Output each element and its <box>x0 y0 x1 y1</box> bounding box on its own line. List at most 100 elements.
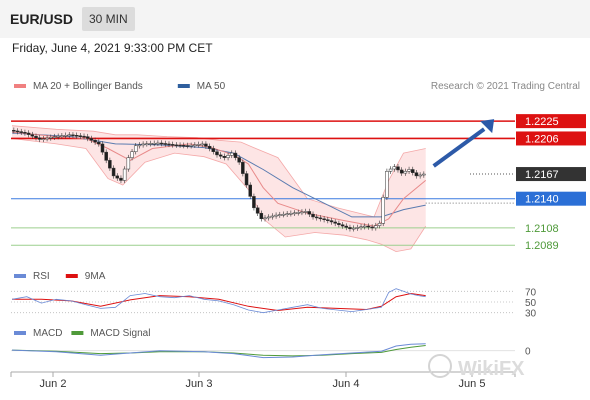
candle-body <box>133 145 138 152</box>
bollinger-band <box>12 125 426 252</box>
ma20-line <box>11 131 427 227</box>
candle-body <box>403 171 408 174</box>
candle-body <box>74 135 79 137</box>
candle-body <box>381 197 385 224</box>
rsi-line <box>11 288 426 314</box>
candle-body <box>93 140 97 143</box>
x-tick-label: Jun 2 <box>40 378 67 390</box>
candle-body <box>34 135 38 139</box>
candle-body <box>233 152 238 158</box>
chart-header: EUR/USD 30 MIN <box>0 0 590 38</box>
candle-body <box>274 214 278 217</box>
projection-arrow-head <box>480 119 495 134</box>
bollinger-lower-line <box>11 138 427 253</box>
candle-body <box>152 143 156 145</box>
candle-body <box>130 151 134 158</box>
candle-body <box>285 213 289 215</box>
x-tick-label: Jun 4 <box>333 378 360 390</box>
candle-body <box>156 142 160 145</box>
candle-body <box>263 217 267 220</box>
candle-body <box>178 144 182 147</box>
candle-body <box>170 144 175 146</box>
watermark-text: WikiFX <box>458 358 525 380</box>
level-label-1.2225: 1.2225 <box>525 116 559 128</box>
level-label-1.2206: 1.2206 <box>525 133 559 145</box>
rsi-legend-label: RSI <box>33 271 50 282</box>
macd-line <box>11 343 426 359</box>
candle-body <box>207 145 212 149</box>
watermark-logo <box>428 354 452 378</box>
candle-body <box>163 143 168 145</box>
candle-body <box>89 138 94 141</box>
candle-body <box>67 134 71 137</box>
candle-body <box>322 218 326 221</box>
candle-body <box>115 175 120 179</box>
candle-body <box>385 171 389 198</box>
candle-body <box>119 177 123 181</box>
candle-body <box>303 211 308 213</box>
candle-body <box>15 130 20 133</box>
candle-body <box>237 157 241 163</box>
timeframe-badge[interactable]: 30 MIN <box>82 7 135 31</box>
candle-body <box>244 173 249 186</box>
rsi-legend-swatch <box>65 274 78 278</box>
candle-body <box>388 168 393 172</box>
rsi-level-label-70: 70 <box>525 287 537 298</box>
candle-body <box>200 143 204 146</box>
candle-body <box>259 213 264 220</box>
candle-body <box>85 136 90 139</box>
price-legend-label: MA 20 + Bollinger Bands <box>33 81 143 92</box>
candle-body <box>145 143 149 145</box>
candle-body <box>52 136 57 138</box>
candle-body <box>193 144 197 147</box>
ma50-line <box>11 132 426 218</box>
bollinger-upper-line <box>11 125 426 218</box>
candle-body <box>108 160 112 169</box>
candle-body <box>326 219 330 221</box>
candle-body <box>215 151 219 156</box>
candle-body <box>159 142 164 145</box>
candle-body <box>60 135 64 137</box>
candle-body <box>414 172 419 177</box>
candle-body <box>329 220 334 223</box>
candle-body <box>344 225 349 228</box>
candle-body <box>407 169 411 172</box>
candle-body <box>307 211 312 215</box>
candle-body <box>377 223 382 226</box>
candle-body <box>111 167 116 177</box>
rsi-ma9-line <box>12 292 426 312</box>
level-tag-1.2140 <box>516 191 586 206</box>
candle-body <box>318 217 323 220</box>
candle-body <box>41 138 46 140</box>
price-legend-label: MA 50 <box>197 81 226 92</box>
candle-body <box>340 224 345 227</box>
rsi-level-label-30: 30 <box>525 309 537 320</box>
candle-body <box>45 137 49 140</box>
candle-body <box>23 132 27 134</box>
credit-text: Research © 2021 Trading Central <box>431 81 580 92</box>
candle-body <box>30 134 35 137</box>
candle-body <box>370 226 374 229</box>
candle-body <box>211 148 216 152</box>
macd-signal-line <box>11 345 426 357</box>
price-legend-swatch <box>177 84 190 88</box>
symbol-label: EUR/USD <box>10 11 74 27</box>
projection-arrow-shaft <box>432 127 486 168</box>
candle-body <box>351 227 356 230</box>
candle-body <box>314 216 319 219</box>
candle-body <box>222 156 227 158</box>
candle-body <box>49 137 53 139</box>
candle-body <box>218 154 223 157</box>
candle-body <box>100 143 105 153</box>
candle-body <box>137 144 142 147</box>
candle-body <box>278 214 282 216</box>
rsi-level-label-50: 50 <box>525 298 537 309</box>
candle-body <box>167 143 171 146</box>
candle-body <box>204 143 208 147</box>
candle-body <box>255 207 260 214</box>
macd-legend-swatch <box>14 331 26 335</box>
candle-body <box>141 143 145 146</box>
candle-body <box>337 223 341 225</box>
candle-body <box>248 184 252 197</box>
